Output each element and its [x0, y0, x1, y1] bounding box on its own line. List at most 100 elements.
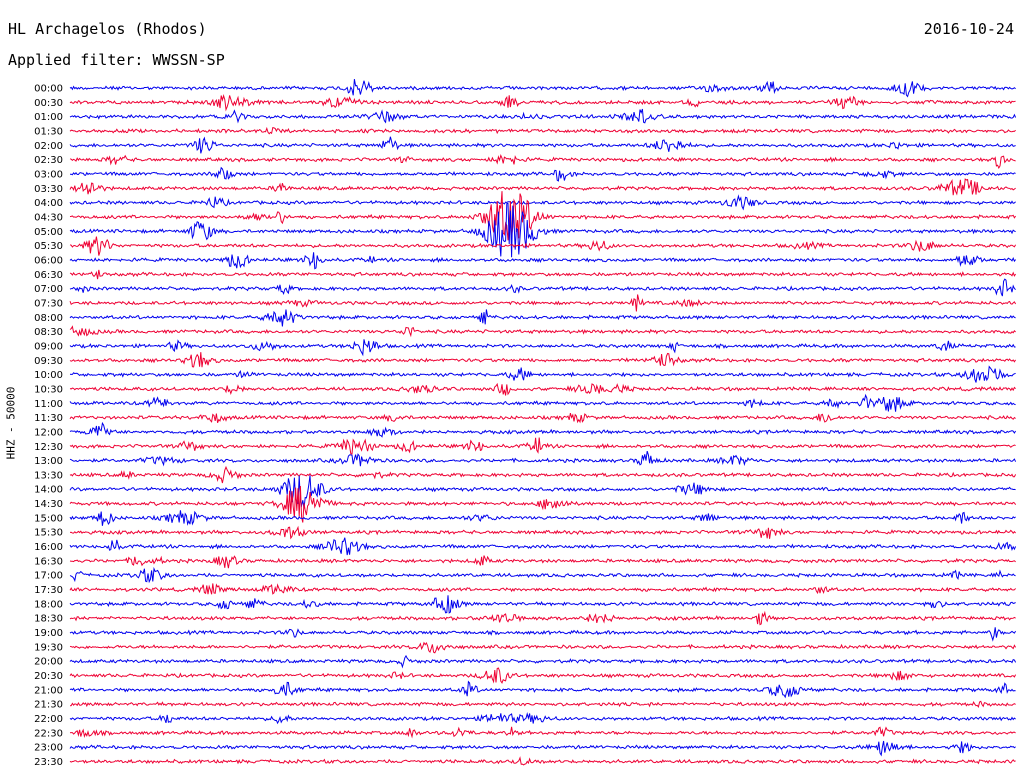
seismic-trace: [69, 595, 1016, 614]
seismic-trace: [69, 236, 1017, 256]
time-label: 15:30: [34, 528, 63, 539]
time-label: 07:00: [34, 284, 63, 295]
seismic-trace: [69, 740, 1016, 757]
time-label: 13:00: [34, 456, 63, 467]
time-label: 11:30: [34, 413, 63, 424]
time-label: 05:30: [34, 241, 63, 252]
seismic-trace: [69, 485, 1017, 523]
seismic-trace: [69, 700, 1016, 709]
seismic-trace: [69, 525, 1016, 540]
time-label: 08:30: [34, 327, 63, 338]
time-label: 00:00: [34, 84, 63, 95]
time-label: 17:00: [34, 571, 63, 582]
time-label: 08:00: [34, 313, 63, 324]
time-label: 18:30: [34, 614, 63, 625]
seismic-trace: [69, 465, 1017, 484]
seismic-trace: [69, 191, 1017, 241]
time-label: 05:00: [34, 227, 63, 238]
time-label: 15:00: [34, 513, 63, 524]
time-label: 06:00: [34, 255, 63, 266]
seismic-trace: [69, 269, 1017, 280]
time-label: 21:30: [34, 700, 63, 711]
seismic-trace: [69, 339, 1016, 357]
time-label: 22:30: [34, 728, 63, 739]
seismic-trace: [69, 382, 1016, 396]
seismic-trace: [69, 194, 1016, 211]
time-label: 04:00: [34, 198, 63, 209]
time-label: 16:30: [34, 556, 63, 567]
seismic-trace: [69, 412, 1016, 424]
seismic-trace: [69, 421, 1017, 438]
time-label: 01:00: [34, 112, 63, 123]
seismic-trace: [69, 393, 1016, 412]
seismic-trace: [69, 667, 1017, 684]
seismic-trace: [69, 352, 1017, 368]
seismic-trace: [69, 365, 1016, 383]
seismic-trace: [69, 627, 1017, 642]
time-label: 01:30: [34, 126, 63, 137]
seismic-trace: [69, 278, 1016, 297]
seismic-trace: [69, 202, 1016, 258]
time-label: 11:00: [34, 399, 63, 410]
time-label: 22:00: [34, 714, 63, 725]
time-label: 03:30: [34, 184, 63, 195]
time-label: 04:30: [34, 212, 63, 223]
seismic-trace: [69, 712, 1016, 725]
seismic-trace: [69, 126, 1016, 135]
time-label: 19:30: [34, 642, 63, 653]
time-label: 17:30: [34, 585, 63, 596]
time-label: 19:00: [34, 628, 63, 639]
seismic-trace: [69, 555, 1016, 569]
time-label: 03:00: [34, 169, 63, 180]
time-label: 12:30: [34, 442, 63, 453]
time-label: 16:00: [34, 542, 63, 553]
time-label: 07:30: [34, 298, 63, 309]
seismic-trace: [69, 583, 1016, 595]
seismic-trace: [69, 450, 1017, 467]
station-title: HL Archagelos (Rhodos): [8, 20, 207, 38]
time-label: 10:00: [34, 370, 63, 381]
time-label: 06:30: [34, 270, 63, 281]
filter-label: Applied filter: WWSSN-SP: [8, 51, 225, 69]
seismic-trace: [69, 654, 1017, 669]
time-label: 12:00: [34, 427, 63, 438]
seismic-trace: [69, 154, 1016, 169]
time-label: 14:30: [34, 499, 63, 510]
seismic-trace: [69, 94, 1016, 112]
seismic-trace: [69, 756, 1016, 766]
time-label: 18:00: [34, 599, 63, 610]
seismic-trace: [69, 641, 1017, 654]
time-label: 21:00: [34, 685, 63, 696]
seismic-trace: [69, 475, 1016, 509]
seismic-trace: [69, 178, 1016, 196]
time-label: 02:00: [34, 141, 63, 152]
time-label: 00:30: [34, 98, 63, 109]
seismic-trace: [69, 726, 1016, 739]
seismic-trace: [69, 108, 1017, 124]
seismic-trace: [69, 136, 1016, 154]
seismic-trace: [69, 437, 1016, 455]
time-label: 20:30: [34, 671, 63, 682]
time-label: 23:00: [34, 743, 63, 754]
seismic-trace: [69, 566, 1016, 584]
time-label: 20:00: [34, 657, 63, 668]
time-label-group: 00:00 00:30 01:00 01:30 02:00 02:30 03:00 03:30…: [34, 84, 63, 769]
time-label: 09:30: [34, 356, 63, 367]
time-label: 09:00: [34, 341, 63, 352]
time-label: 14:00: [34, 485, 63, 496]
seismic-trace: [69, 610, 1016, 626]
seismic-trace: [69, 166, 1016, 182]
seismic-trace: [69, 325, 1016, 338]
seismic-trace: [69, 252, 1016, 270]
time-label: 13:30: [34, 470, 63, 481]
seismic-trace: [69, 309, 1016, 327]
seismic-trace: [69, 680, 1016, 699]
trace-group: [69, 79, 1017, 766]
seismic-trace: [69, 510, 1016, 526]
time-label: 10:30: [34, 384, 63, 395]
time-label: 02:30: [34, 155, 63, 166]
date-label: 2016-10-24: [923, 20, 1014, 38]
seismic-trace: [69, 79, 1016, 98]
time-label: 23:30: [34, 757, 63, 768]
